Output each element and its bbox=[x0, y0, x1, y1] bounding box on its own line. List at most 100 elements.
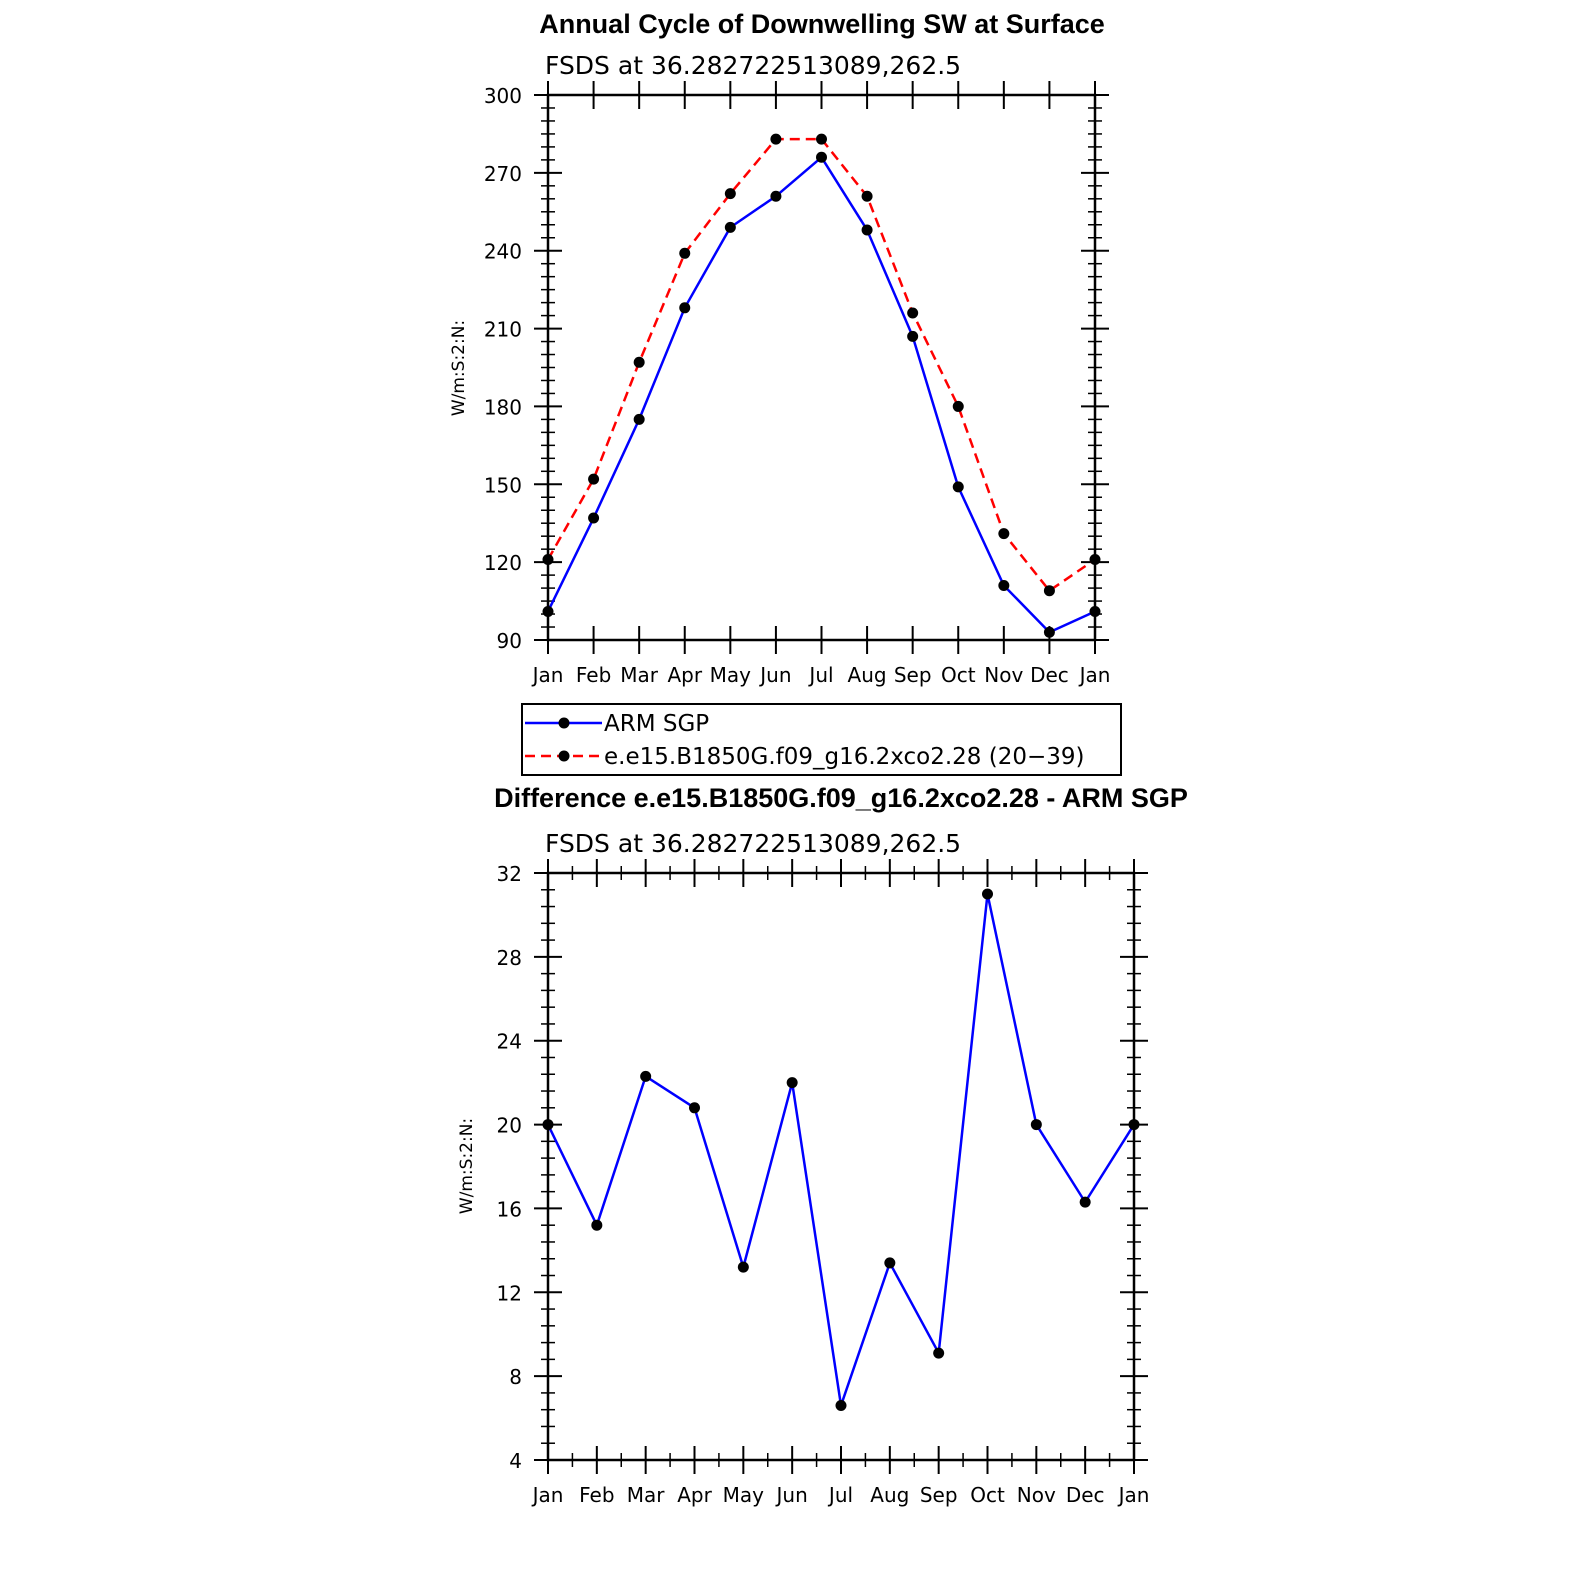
x-tick-label: Jan bbox=[531, 1483, 564, 1507]
data-point bbox=[633, 356, 645, 368]
y-tick-label: 24 bbox=[497, 1030, 522, 1054]
data-point bbox=[679, 302, 691, 314]
series-line-0 bbox=[546, 156, 1096, 634]
x-tick-label: Jul bbox=[807, 663, 833, 687]
x-tick-label: Oct bbox=[970, 1483, 1005, 1507]
x-tick-label: Jan bbox=[1078, 663, 1111, 687]
data-point bbox=[907, 330, 919, 342]
data-point bbox=[542, 554, 554, 566]
x-tick-label: Jan bbox=[1117, 1483, 1150, 1507]
y-tick-label: 4 bbox=[509, 1449, 522, 1473]
data-point bbox=[1128, 1119, 1140, 1131]
series-layer bbox=[542, 133, 1101, 638]
data-point bbox=[1043, 626, 1055, 638]
x-tick-label: May bbox=[723, 1483, 765, 1507]
chart-title: Annual Cycle of Downwelling SW at Surfac… bbox=[539, 9, 1105, 39]
legend-label-arm-sgp: ARM SGP bbox=[604, 711, 709, 737]
y-tick-label: 8 bbox=[509, 1365, 522, 1389]
data-point bbox=[998, 580, 1010, 591]
x-tick-label: Jun bbox=[775, 1483, 808, 1507]
y-tick-label: 12 bbox=[497, 1281, 522, 1305]
data-point bbox=[770, 190, 782, 202]
data-point bbox=[633, 413, 645, 425]
data-point bbox=[998, 528, 1010, 540]
plot-border bbox=[546, 93, 1097, 642]
legend-marker-arm-sgp bbox=[558, 717, 570, 729]
y-tick-label: 270 bbox=[484, 162, 522, 186]
x-tick-label: Feb bbox=[576, 663, 611, 687]
plot-border bbox=[546, 871, 1136, 1462]
series-line-0 bbox=[546, 892, 1136, 1407]
y-tick-label: 16 bbox=[497, 1197, 522, 1221]
data-point bbox=[770, 133, 782, 145]
difference-chart: Difference e.e15.B1850G.f09_g16.2xco2.28… bbox=[457, 783, 1188, 1507]
y-tick-label: 300 bbox=[484, 84, 522, 108]
y-axis-label: W/m:S:2:N: bbox=[449, 320, 469, 416]
x-tick-label: Dec bbox=[1030, 663, 1069, 687]
chart-subtitle: FSDS at 36.282722513089,262.5 bbox=[545, 829, 961, 858]
legend-box bbox=[521, 703, 1122, 776]
annual-cycle-chart: Annual Cycle of Downwelling SW at Surfac… bbox=[449, 9, 1122, 776]
x-tick-label: Jul bbox=[827, 1483, 853, 1507]
data-point bbox=[679, 247, 691, 259]
data-point bbox=[861, 190, 873, 202]
data-point bbox=[1079, 1196, 1091, 1208]
plot-frame: 4 8 12 16 20 24 28 32 Jan Feb Mar Apr May Jun Jul Aug Se… bbox=[497, 859, 1150, 1507]
data-point bbox=[907, 307, 919, 319]
data-point bbox=[542, 1119, 554, 1131]
x-tick-label: Nov bbox=[1017, 1483, 1056, 1507]
data-point bbox=[542, 605, 554, 617]
series-layer bbox=[542, 888, 1140, 1411]
y-tick-label: 150 bbox=[484, 473, 522, 497]
legend: ARM SGP e.e15.B1850G.f09_g16.2xco2.28 (2… bbox=[521, 703, 1122, 776]
x-tick-label: Sep bbox=[920, 1483, 958, 1507]
data-point bbox=[588, 473, 600, 485]
x-tick-label: Jan bbox=[531, 663, 564, 687]
data-point bbox=[835, 1399, 847, 1411]
data-point bbox=[689, 1102, 700, 1114]
data-point bbox=[816, 151, 827, 163]
data-point bbox=[640, 1070, 652, 1082]
x-tick-label: Aug bbox=[870, 1483, 909, 1507]
y-tick-label: 32 bbox=[497, 862, 522, 886]
y-tick-label: 120 bbox=[484, 551, 522, 575]
y-tick-label: 90 bbox=[497, 629, 522, 653]
data-point bbox=[786, 1077, 798, 1089]
data-point bbox=[724, 188, 736, 200]
y-tick-label: 180 bbox=[484, 395, 522, 419]
data-point bbox=[982, 888, 993, 900]
x-tick-label: Mar bbox=[620, 663, 659, 687]
data-point bbox=[816, 133, 827, 145]
x-tick-label: Oct bbox=[941, 663, 976, 687]
data-point bbox=[861, 224, 873, 236]
data-point bbox=[952, 481, 964, 493]
x-tick-label: Feb bbox=[579, 1483, 614, 1507]
y-tick-label: 28 bbox=[497, 946, 522, 970]
x-tick-label: Apr bbox=[677, 1483, 712, 1507]
data-point bbox=[952, 400, 964, 412]
x-tick-label: Aug bbox=[848, 663, 887, 687]
data-point bbox=[591, 1219, 603, 1231]
data-point bbox=[737, 1261, 749, 1273]
y-tick-label: 210 bbox=[484, 318, 522, 342]
y-tick-label: 240 bbox=[484, 240, 522, 264]
x-tick-label: May bbox=[710, 663, 752, 687]
x-tick-label: Sep bbox=[894, 663, 932, 687]
y-tick-label: 20 bbox=[497, 1114, 522, 1138]
y-axis-label: W/m:S:2:N: bbox=[457, 1118, 477, 1214]
data-point bbox=[1089, 554, 1101, 566]
data-point bbox=[724, 221, 736, 233]
x-tick-label: Jun bbox=[758, 663, 791, 687]
data-point bbox=[884, 1257, 896, 1269]
data-point bbox=[1089, 605, 1101, 617]
x-tick-label: Dec bbox=[1066, 1483, 1105, 1507]
x-tick-label: Mar bbox=[627, 1483, 666, 1507]
series-line-1 bbox=[546, 137, 1096, 592]
legend-marker-model bbox=[558, 750, 570, 762]
x-tick-label: Nov bbox=[984, 663, 1023, 687]
chart-subtitle: FSDS at 36.282722513089,262.5 bbox=[545, 51, 961, 80]
data-point bbox=[1043, 585, 1055, 597]
legend-label-model: e.e15.B1850G.f09_g16.2xco2.28 (20−39) bbox=[604, 744, 1085, 770]
